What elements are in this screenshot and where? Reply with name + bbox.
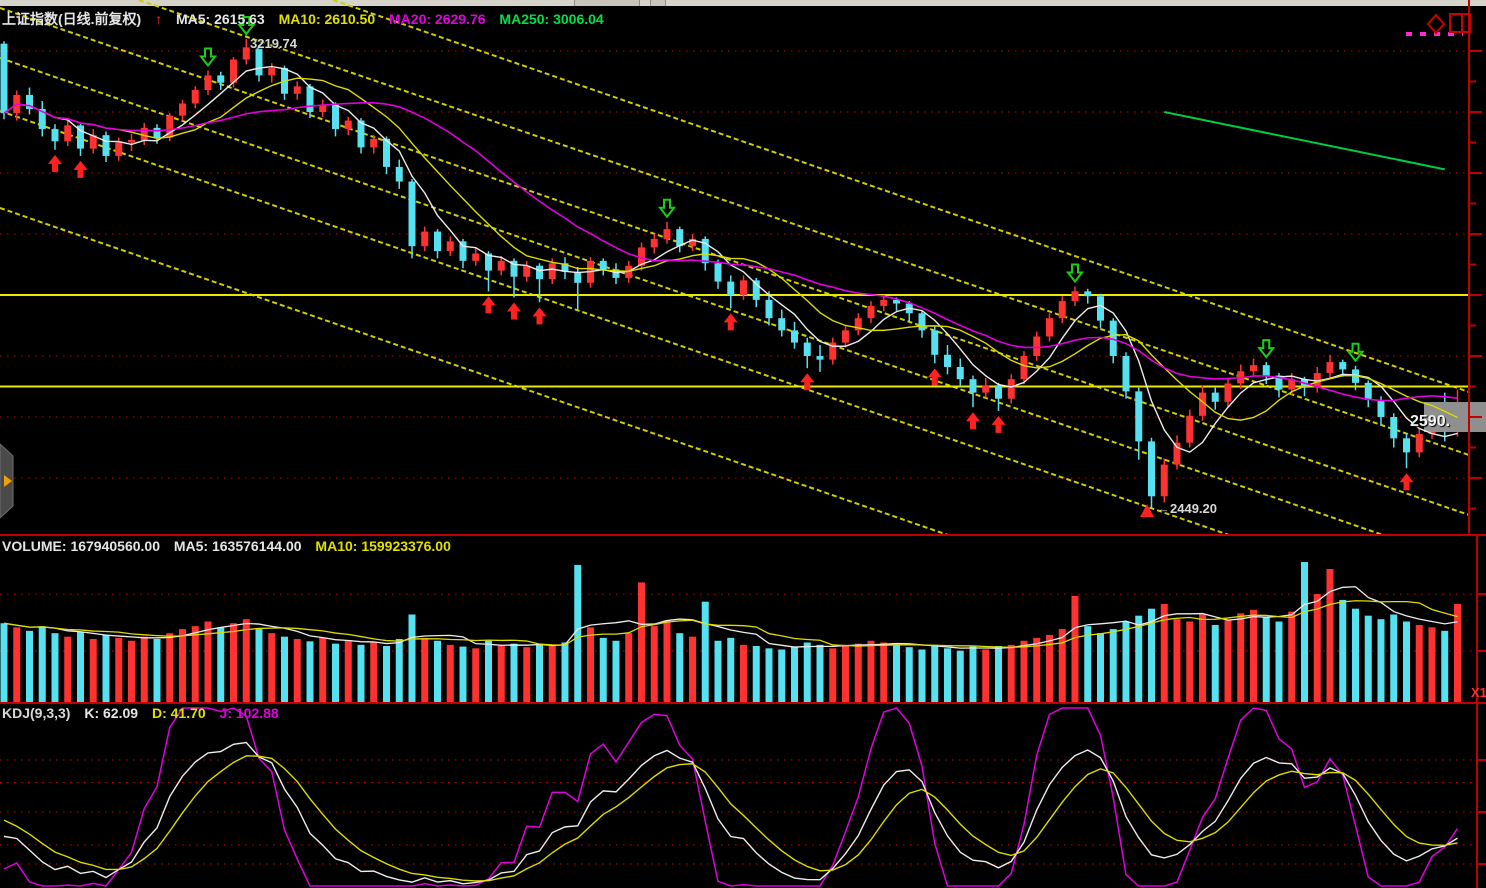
kdj-j-value: J: 102.88 bbox=[219, 705, 279, 721]
window-top-strip bbox=[0, 0, 1486, 6]
volume-ma10-value: MA10: 159923376.00 bbox=[315, 538, 451, 554]
ma5-value: MA5: 2615.63 bbox=[176, 11, 265, 27]
volume-ma5-value: MA5: 163576144.00 bbox=[173, 538, 302, 554]
up-arrow-icon: ↑ bbox=[155, 11, 163, 27]
trough-price-label: ←2449.20 bbox=[1157, 501, 1217, 516]
flyout-arrow-icon bbox=[4, 475, 12, 487]
split-window-icon[interactable] bbox=[1449, 13, 1471, 33]
peak-price-label: 3219.74 bbox=[250, 36, 297, 51]
kdj-pane-header: KDJ(9,3,3) K: 62.09 D: 41.70 J: 102.88 bbox=[2, 705, 289, 721]
top-strip-notch-2 bbox=[650, 0, 666, 6]
ma20-value: MA20: 2629.76 bbox=[389, 11, 486, 27]
ma250-value: MA250: 3006.04 bbox=[499, 11, 604, 27]
diamond-tool-icon[interactable] bbox=[1426, 13, 1446, 35]
volume-pane-header: VOLUME: 167940560.00 MA5: 163576144.00 M… bbox=[2, 538, 461, 554]
ma10-value: MA10: 2610.50 bbox=[278, 11, 376, 27]
kdj-indicator-name: KDJ(9,3,3) bbox=[2, 705, 71, 721]
symbol-title: 上证指数(日线.前复权) bbox=[2, 11, 142, 27]
main-chart-header: 上证指数(日线.前复权) ↑ MA5: 2615.63 MA10: 2610.5… bbox=[2, 9, 614, 29]
kdj-k-value: K: 62.09 bbox=[84, 705, 139, 721]
volume-scale-marker: X1 bbox=[1471, 685, 1486, 700]
top-strip-notch bbox=[574, 0, 640, 6]
volume-value: VOLUME: 167940560.00 bbox=[2, 538, 160, 554]
current-price-tag: 2590. bbox=[1410, 413, 1451, 430]
kdj-d-value: D: 41.70 bbox=[151, 705, 206, 721]
